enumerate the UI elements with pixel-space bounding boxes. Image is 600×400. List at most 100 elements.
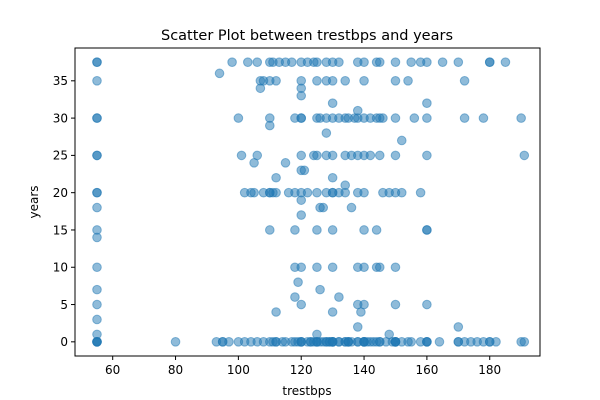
data-point-243 (422, 57, 432, 67)
x-tick-label-2: 100 (227, 363, 250, 377)
data-point-224 (396, 187, 407, 198)
y-tick-label-1: 5 (60, 298, 68, 312)
data-point-23 (214, 68, 225, 79)
data-point-237 (422, 299, 432, 310)
y-tick-label-2: 10 (53, 261, 68, 275)
data-point-248 (453, 322, 464, 332)
data-point-264 (516, 113, 526, 123)
data-point-109 (312, 225, 322, 235)
data-point-59 (271, 307, 281, 317)
data-point-266 (519, 150, 530, 161)
data-point-83 (296, 262, 307, 273)
data-point-260 (484, 57, 495, 67)
data-point-229 (406, 57, 416, 67)
data-point-256 (478, 113, 489, 123)
data-point-249 (453, 57, 464, 67)
data-point-164 (346, 202, 357, 213)
data-point-137 (327, 225, 338, 235)
data-point-6 (92, 299, 102, 310)
data-point-140 (327, 172, 338, 183)
data-point-265 (519, 337, 530, 347)
data-point-30 (236, 150, 247, 161)
x-tick-label-3: 120 (290, 363, 313, 377)
data-point-97 (302, 187, 313, 198)
data-point-33 (243, 57, 253, 67)
ticks-layer: 60 80 100 120 140 160 180 0 5 10 15 20 25 30 35 (53, 74, 501, 377)
data-point-116 (315, 284, 325, 295)
points-layer (92, 57, 530, 347)
data-point-225 (396, 135, 407, 146)
data-point-236 (422, 337, 432, 347)
data-point-60 (271, 187, 281, 198)
data-point-227 (403, 76, 413, 86)
data-point-125 (321, 128, 332, 138)
data-point-8 (92, 262, 102, 273)
data-point-261 (491, 337, 501, 347)
data-point-252 (459, 76, 470, 86)
data-point-62 (271, 76, 281, 86)
data-point-148 (334, 292, 344, 302)
data-point-39 (252, 150, 263, 161)
data-point-169 (352, 322, 363, 332)
data-point-220 (390, 113, 401, 123)
data-point-202 (374, 262, 385, 273)
data-point-232 (415, 187, 426, 198)
data-point-40 (252, 57, 263, 67)
data-point-182 (359, 299, 369, 310)
data-point-222 (390, 57, 401, 67)
data-point-78 (293, 277, 303, 287)
data-point-230 (409, 113, 420, 123)
data-point-5 (92, 314, 102, 325)
data-point-27 (227, 57, 237, 67)
data-point-262 (500, 57, 511, 67)
data-point-228 (406, 337, 416, 347)
data-point-15 (92, 150, 102, 161)
plot-frame (74, 47, 541, 357)
data-point-136 (327, 262, 338, 273)
data-point-155 (340, 180, 351, 191)
data-point-74 (290, 225, 300, 235)
y-tick-label-7: 35 (53, 74, 68, 88)
y-tick-label-0: 0 (60, 335, 68, 349)
data-point-144 (327, 76, 338, 86)
data-point-205 (374, 57, 385, 67)
data-point-90 (296, 113, 307, 123)
y-tick-label-3: 15 (53, 223, 68, 237)
data-point-158 (340, 76, 351, 86)
data-point-66 (280, 158, 291, 168)
chart-title: Scatter Plot between trestbps and years (161, 28, 453, 44)
data-point-26 (224, 337, 234, 347)
data-point-242 (422, 98, 432, 108)
data-point-17 (92, 113, 102, 123)
data-point-10 (92, 225, 102, 235)
data-point-207 (378, 113, 388, 123)
data-point-189 (359, 57, 369, 67)
data-point-184 (359, 225, 369, 235)
x-axis-label: trestbps (282, 384, 331, 398)
y-axis-label: years (27, 185, 41, 218)
data-point-20 (92, 57, 102, 67)
data-point-47 (265, 225, 275, 235)
data-point-21 (170, 337, 181, 347)
data-point-18 (92, 76, 102, 86)
data-point-219 (390, 150, 401, 161)
data-point-108 (312, 262, 322, 273)
data-point-110 (312, 187, 322, 198)
data-point-51 (265, 113, 275, 123)
data-point-221 (390, 76, 401, 86)
data-point-240 (422, 150, 432, 161)
data-point-113 (312, 76, 322, 86)
x-tick-label-4: 140 (353, 363, 376, 377)
data-point-239 (422, 225, 432, 235)
data-point-11 (92, 202, 102, 213)
data-point-7 (92, 284, 102, 295)
x-tick-label-6: 180 (478, 363, 501, 377)
y-tick-label-4: 20 (53, 186, 68, 200)
data-point-4 (92, 329, 102, 340)
data-point-82 (296, 299, 307, 310)
data-point-245 (437, 57, 448, 67)
data-point-70 (286, 57, 297, 67)
data-point-197 (371, 225, 382, 235)
data-point-135 (327, 307, 338, 317)
